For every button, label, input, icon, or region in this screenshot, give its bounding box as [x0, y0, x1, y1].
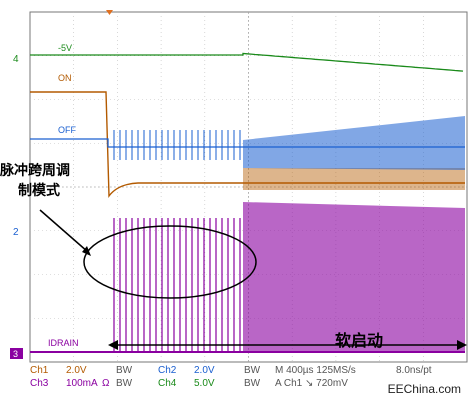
traces — [30, 52, 465, 353]
readout-ch1-scale: 2.0V — [66, 365, 87, 376]
label-off: OFF — [58, 125, 76, 135]
annotation-pulse-mode-line2: 制模式 — [18, 183, 60, 199]
readout-trigger: A Ch1 ↘ 720mV — [275, 378, 348, 389]
annotation-pulse-mode-line1: 脉冲跨周调 — [0, 163, 70, 179]
label-on: ON — [58, 73, 72, 83]
label-neg5v: -5V — [58, 43, 72, 53]
trace-idrain-envelope — [243, 202, 465, 352]
readout-ch3-scale: 100mA — [66, 378, 98, 389]
trigger-marker-icon — [106, 10, 113, 15]
trace-off-envelope — [243, 116, 465, 170]
readout-ch3-name: Ch3 — [30, 378, 49, 389]
readout-timebase: M 400µs 125MS/s — [275, 365, 356, 376]
readout-ch2-name: Ch2 — [158, 365, 177, 376]
readout-ch3-bw: BW — [116, 378, 133, 389]
label-idrain: IDRAIN — [48, 338, 79, 348]
readout-ch2-bw: BW — [244, 365, 261, 376]
trace-on-envelope — [243, 168, 465, 190]
annotation-arrow — [39, 209, 89, 253]
annotation-ellipse — [83, 225, 257, 299]
readout-ch1-bw: BW — [116, 365, 133, 376]
readout-ch3-ohm: Ω — [102, 378, 110, 389]
readout-ch4-name: Ch4 — [158, 378, 177, 389]
readout-ch4-bw: BW — [244, 378, 261, 389]
trace-neg5v — [30, 52, 464, 72]
trace-on — [30, 91, 465, 199]
channel-marker-3: 3 — [13, 349, 18, 359]
channel-marker-2: 2 — [13, 227, 19, 238]
span-arrow-left-icon — [108, 340, 118, 350]
readout-ch4-scale: 5.0V — [194, 378, 215, 389]
watermark: EEChina.com — [387, 382, 461, 396]
readout-resolution: 8.0ns/pt — [396, 365, 432, 376]
annotation-arrowhead-icon — [82, 246, 91, 256]
readout-ch1-name: Ch1 — [30, 365, 49, 376]
annotation-soft-start: 软启动 — [335, 331, 384, 350]
channel-marker-4: 4 — [13, 54, 19, 65]
span-arrow-right-icon — [457, 340, 467, 350]
channel-marker-3-bg — [10, 348, 23, 359]
readout-ch2-scale: 2.0V — [194, 365, 215, 376]
